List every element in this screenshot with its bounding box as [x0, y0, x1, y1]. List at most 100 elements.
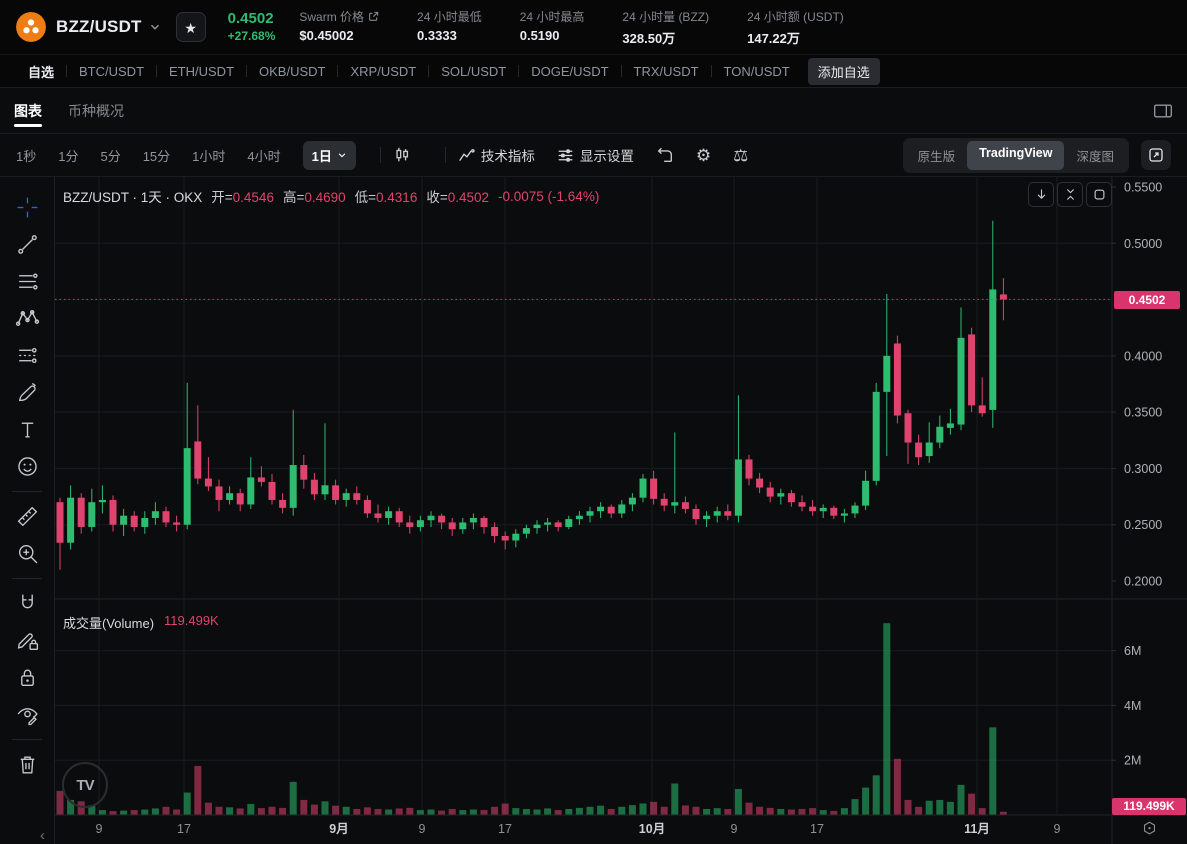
svg-text:0.5000: 0.5000 — [1124, 237, 1162, 251]
pair-separator — [428, 65, 430, 77]
stat-value: 0.5190 — [519, 27, 560, 43]
pair-tab-xrp[interactable]: XRP/USDT — [350, 63, 417, 79]
svg-text:6M: 6M — [1124, 644, 1141, 658]
svg-text:9: 9 — [731, 822, 738, 836]
pair-separator — [156, 65, 158, 77]
toolbar-divider — [12, 578, 42, 579]
indicators-button[interactable]: 技术指标 — [458, 145, 535, 165]
pair-tab-ton[interactable]: TON/USDT — [723, 63, 790, 79]
pane-move-down-button[interactable] — [1028, 182, 1054, 207]
lock-all-drawings-icon[interactable] — [9, 659, 45, 696]
interval-1分[interactable]: 1分 — [58, 148, 79, 164]
emoji-icon[interactable] — [9, 448, 45, 485]
mode-segment-0[interactable]: 原生版 — [917, 149, 956, 164]
fib-lines-icon[interactable] — [9, 263, 45, 300]
tradingview-watermark[interactable]: TV — [62, 762, 108, 808]
chart-settings-gear-icon[interactable]: ⚙ — [695, 145, 712, 165]
candlestick-chart-canvas[interactable]: 0.5500 0.5000 0.4000 0.3500 0.3000 0.2500 0.20… — [0, 177, 1187, 844]
stat-0[interactable]: Swarm 价格 $0.45002 — [299, 8, 379, 47]
stat-1: 24 小时最低 0.3333 — [417, 8, 482, 47]
ruler-icon[interactable] — [9, 498, 45, 535]
legend-ohlc-0: 开=0.4546 — [211, 190, 274, 205]
stat-2: 24 小时最高 0.5190 — [520, 8, 585, 47]
toolbar-divider — [12, 739, 42, 740]
pair-separator — [337, 65, 339, 77]
zoom-in-icon[interactable] — [9, 535, 45, 572]
interval-5分[interactable]: 5分 — [100, 148, 121, 164]
legend-ohlc-2: 低=0.4316 — [354, 190, 418, 205]
pair-chevron-down-icon[interactable] — [148, 20, 162, 34]
interval-1小时[interactable]: 1小时 — [192, 148, 226, 164]
svg-text:17: 17 — [810, 822, 824, 836]
display-settings-button[interactable]: 显示设置 — [557, 145, 634, 165]
svg-text:0.4000: 0.4000 — [1124, 349, 1162, 363]
tab-chart[interactable]: 图表 — [14, 88, 42, 133]
display-settings-label: 显示设置 — [579, 149, 634, 164]
svg-text:0.3500: 0.3500 — [1124, 406, 1162, 420]
volume-label: 成交量(Volume) — [63, 616, 155, 631]
drawing-toolbar — [0, 177, 55, 844]
remove-drawings-icon[interactable] — [9, 746, 45, 783]
fullscreen-expand-icon[interactable] — [1141, 140, 1171, 170]
display-settings-icon — [558, 148, 573, 162]
revert-chart-icon[interactable] — [656, 146, 674, 164]
scale-compare-icon[interactable]: ⚖ — [733, 145, 749, 165]
stat-label: 24 小时最高 — [519, 9, 585, 24]
pair-tab-btc[interactable]: BTC/USDT — [79, 63, 145, 79]
legend-ohlc-1: 高=0.4690 — [282, 190, 346, 205]
candlestick-style-icon[interactable] — [393, 146, 411, 164]
tab-coin-overview[interactable]: 币种概况 — [68, 102, 124, 119]
mode-segment-1[interactable]: TradingView — [967, 140, 1065, 170]
crosshair-icon[interactable] — [9, 189, 45, 226]
svg-text:4M: 4M — [1124, 699, 1141, 713]
pair-tab-trx[interactable]: TRX/USDT — [633, 63, 699, 79]
svg-text:9: 9 — [96, 822, 103, 836]
pair-separator — [620, 65, 622, 77]
pair-separator — [518, 65, 520, 77]
stat-value: 328.50万 — [622, 30, 676, 46]
interval-selected-label: 1日 — [311, 148, 332, 164]
panel-layout-icon[interactable] — [1153, 103, 1173, 119]
pane-maximize-button[interactable] — [1086, 182, 1112, 207]
interval-list: 1秒 1分 5分 15分 1小时 4小时 1日 — [16, 140, 368, 170]
watchlist-tab[interactable]: 自选 — [28, 64, 55, 80]
stat-3: 24 小时量 (BZZ) 328.50万 — [622, 8, 709, 47]
indicator-chart-icon — [459, 148, 475, 161]
pair-tab-doge[interactable]: DOGE/USDT — [531, 63, 609, 79]
chart-toolbar: 1秒 1分 5分 15分 1小时 4小时 1日 技术指标 显示设置 — [0, 133, 1187, 177]
add-favorite-button[interactable]: 添加自选 — [807, 57, 880, 85]
interval-1秒[interactable]: 1秒 — [16, 148, 37, 164]
text-icon[interactable] — [9, 411, 45, 448]
axis-settings-icon[interactable] — [1141, 820, 1158, 837]
drawing-mode-lock-icon[interactable] — [9, 622, 45, 659]
stat-label: 24 小时量 (BZZ) — [622, 9, 710, 24]
view-tabs: 图表 币种概况 — [0, 87, 1187, 133]
hide-drawings-icon[interactable] — [9, 696, 45, 733]
toolbar-collapse-chevron[interactable]: ‹ — [40, 827, 45, 844]
position-tool-icon[interactable] — [9, 337, 45, 374]
mode-segment-2[interactable]: 深度图 — [1076, 149, 1114, 164]
svg-text:10月: 10月 — [639, 822, 665, 836]
xabcd-pattern-icon[interactable] — [9, 300, 45, 337]
favorite-star-button[interactable]: ★ — [175, 12, 206, 42]
trend-line-icon[interactable] — [9, 226, 45, 263]
pair-separator — [710, 65, 712, 77]
pair-tab-sol[interactable]: SOL/USDT — [441, 63, 507, 79]
interval-4小时[interactable]: 4小时 — [247, 148, 281, 164]
header: BZZ/USDT ★ 0.4502 +27.68% Swarm 价格 $0.450… — [0, 0, 1187, 54]
toolbar-divider — [444, 147, 446, 163]
pair-tab-eth[interactable]: ETH/USDT — [169, 63, 235, 79]
interval-15分[interactable]: 15分 — [142, 148, 171, 164]
svg-text:0.5500: 0.5500 — [1124, 181, 1162, 195]
swarm-logo-icon — [16, 12, 46, 42]
svg-text:0.3000: 0.3000 — [1124, 462, 1162, 476]
price-change-percent: +27.68% — [227, 28, 276, 43]
magnet-icon[interactable] — [9, 585, 45, 622]
interval-selected[interactable]: 1日 — [302, 140, 356, 170]
last-price: 0.4502 — [227, 10, 274, 28]
stat-value: $0.45002 — [299, 27, 354, 43]
pair-tab-okb[interactable]: OKB/USDT — [259, 63, 326, 79]
brush-icon[interactable] — [9, 374, 45, 411]
pane-collapse-button[interactable] — [1057, 182, 1083, 207]
